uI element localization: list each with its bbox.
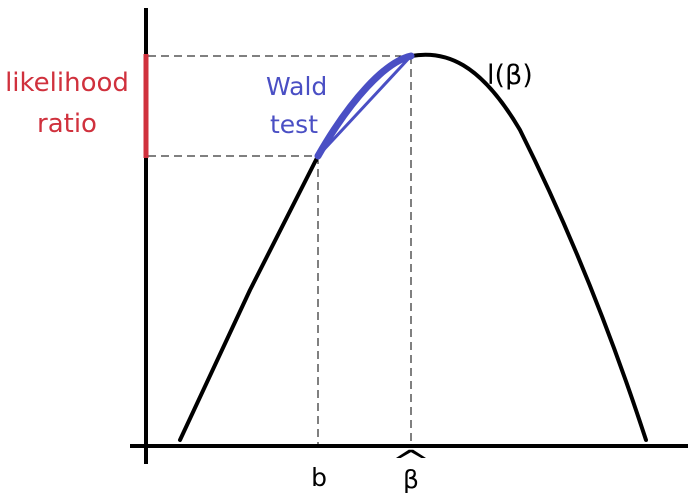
wald-label-line2: test [270, 110, 318, 139]
wald-label-line1: Wald [266, 72, 327, 101]
wald-chord [316, 54, 413, 158]
likelihood-curve [178, 52, 648, 442]
likelihood-label-line2: ratio [37, 109, 97, 139]
likelihood-label-line1: likelihood [5, 68, 129, 98]
beta-hat-accent: ^ [391, 445, 431, 479]
b-tick-label: b [311, 463, 327, 492]
wald-arc [314, 52, 415, 160]
function-label: l(β) [487, 60, 533, 91]
beta-hat-label: β [403, 465, 419, 494]
